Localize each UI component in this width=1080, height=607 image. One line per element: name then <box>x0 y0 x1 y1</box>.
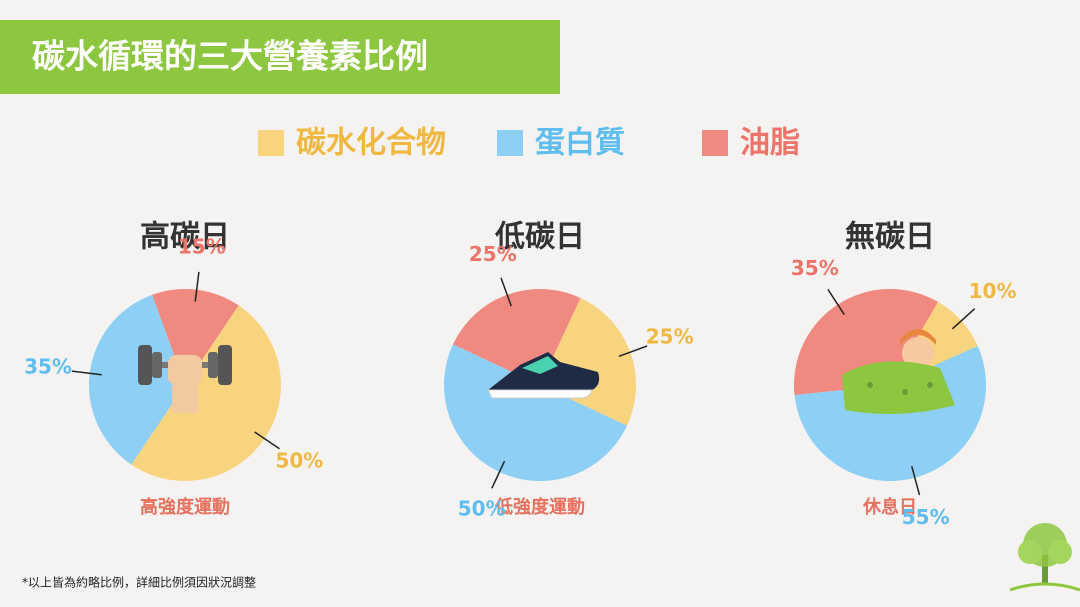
chart-subtitle: 低強度運動 <box>494 496 585 518</box>
leader-line <box>254 431 280 450</box>
leader-line <box>827 288 845 315</box>
legend-label: 蛋白質 <box>535 126 625 161</box>
pie-slice <box>444 344 628 481</box>
sleeping-icon <box>842 329 955 414</box>
leader-line <box>911 465 921 496</box>
leader-line <box>500 277 512 307</box>
pie-slice <box>794 289 938 396</box>
value-label: 15% <box>178 235 226 259</box>
chart-subtitle: 休息日 <box>862 496 917 518</box>
leader-line <box>491 460 506 489</box>
value-label: 35% <box>791 256 839 280</box>
pie-slice <box>88 294 185 465</box>
legend-swatch <box>258 130 284 156</box>
value-label: 10% <box>969 279 1017 303</box>
logo <box>1009 523 1080 592</box>
leader-line <box>951 308 976 330</box>
chart-title: 無碳日 <box>845 220 935 255</box>
chart-title: 低碳日 <box>494 220 585 255</box>
footnote: *以上皆為約略比例，詳細比例須因狀況調整 <box>22 575 256 590</box>
legend-swatch <box>497 130 523 156</box>
legend-swatch <box>702 130 728 156</box>
value-label: 55% <box>902 505 950 529</box>
pie-slice <box>152 289 239 385</box>
legend-label: 碳水化合物 <box>296 126 446 161</box>
value-label: 35% <box>24 355 72 379</box>
dumbbell-icon <box>138 345 232 413</box>
value-label: 50% <box>458 497 506 521</box>
shoe-icon <box>487 352 600 399</box>
value-label: 50% <box>275 449 323 473</box>
legend: 碳水化合物 蛋白質 油脂 <box>258 126 800 161</box>
leader-line <box>618 345 648 357</box>
chart-title: 高碳日 <box>140 220 230 255</box>
leader-line <box>71 370 102 376</box>
value-label: 25% <box>469 242 517 266</box>
chart-subtitle: 高強度運動 <box>140 496 230 518</box>
header-title: 碳水循環的三大營養素比例 <box>32 37 428 76</box>
pie-slice <box>131 305 281 481</box>
icons <box>138 329 955 414</box>
header-bar <box>0 20 560 94</box>
value-label: 25% <box>646 324 694 348</box>
leader-line <box>194 271 200 302</box>
legend-label: 油脂 <box>740 126 800 161</box>
